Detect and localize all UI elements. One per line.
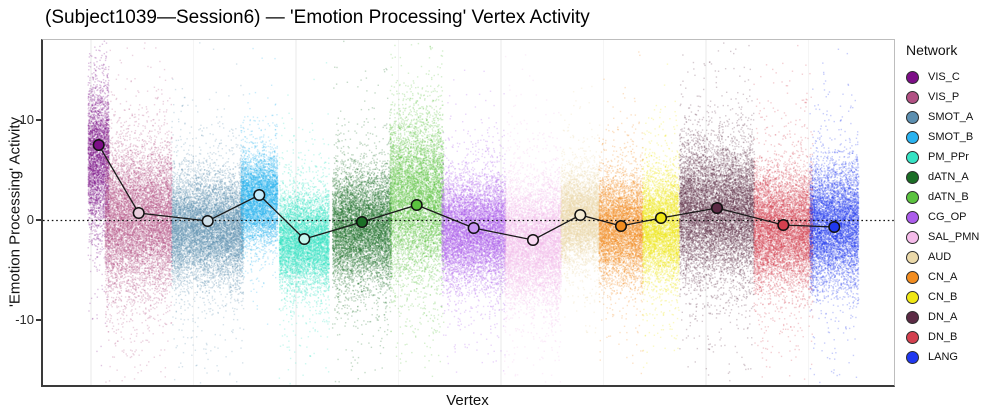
legend-title: Network [906,42,958,58]
y-tick-mark [36,319,41,321]
legend-label-CN_A: CN_A [928,271,958,283]
y-tick-label-10: 10 [19,112,34,127]
legend-swatch-PM_PPr [906,150,919,164]
legend-label-LANG: LANG [928,351,958,363]
legend-item-PM_PPr: PM_PPr [906,147,979,167]
legend-item-dATN_B: dATN_B [906,187,979,207]
legend-label-dATN_A: dATN_A [928,171,969,183]
legend-item-SMOT_B: SMOT_B [906,127,979,147]
legend-label-CN_B: CN_B [928,291,958,303]
legend-swatch-dATN_B [906,190,919,204]
legend-swatch-CN_B [906,290,919,304]
legend-item-SMOT_A: SMOT_A [906,107,979,127]
legend-item-SAL_PMN: SAL_PMN [906,227,979,247]
legend-item-AUD: AUD [906,247,979,267]
y-tick-label-0: 0 [26,212,34,227]
legend-swatch-LANG [906,350,919,364]
legend-swatch-AUD [906,250,919,264]
legend-swatch-DN_B [906,330,919,344]
legend-swatch-CG_OP [906,210,919,224]
y-tick-mark [36,119,41,121]
y-tick-mark [36,219,41,221]
legend-label-PM_PPr: PM_PPr [928,151,969,163]
legend-label-VIS_P: VIS_P [928,91,960,103]
legend-swatch-VIS_P [906,90,919,104]
legend-swatch-CN_A [906,270,919,284]
legend-swatch-dATN_A [906,170,919,184]
x-axis-label: Vertex [446,392,489,409]
legend-items: VIS_C VIS_P SMOT_A SMOT_B PM_PPr dATN_A dATN_B… [906,67,979,367]
legend-swatch-VIS_C [906,70,919,84]
legend: Network VIS_C VIS_P SMOT_A SMOT_B PM_PPr dATN… [906,42,979,367]
legend-label-SAL_PMN: SAL_PMN [928,231,980,243]
legend-item-CG_OP: CG_OP [906,207,979,227]
legend-item-DN_B: DN_B [906,327,979,347]
legend-swatch-SMOT_B [906,130,919,144]
legend-swatch-DN_A [906,310,919,324]
legend-item-VIS_P: VIS_P [906,87,979,107]
legend-item-CN_B: CN_B [906,287,979,307]
vertex-activity-scatter-canvas [41,39,895,387]
legend-item-VIS_C: VIS_C [906,67,979,87]
legend-item-dATN_A: dATN_A [906,167,979,187]
y-tick-label-neg10: -10 [15,312,34,327]
legend-label-SMOT_B: SMOT_B [928,131,974,143]
legend-swatch-SMOT_A [906,110,919,124]
legend-item-LANG: LANG [906,347,979,367]
legend-swatch-SAL_PMN [906,230,919,244]
legend-item-DN_A: DN_A [906,307,979,327]
legend-label-CG_OP: CG_OP [928,211,967,223]
legend-label-dATN_B: dATN_B [928,191,969,203]
legend-label-DN_B: DN_B [928,331,958,343]
legend-label-VIS_C: VIS_C [928,71,960,83]
legend-label-DN_A: DN_A [928,311,958,323]
legend-item-CN_A: CN_A [906,267,979,287]
legend-label-AUD: AUD [928,251,952,263]
legend-label-SMOT_A: SMOT_A [928,111,974,123]
chart-title: (Subject1039—Session6) — 'Emotion Proces… [45,7,590,28]
